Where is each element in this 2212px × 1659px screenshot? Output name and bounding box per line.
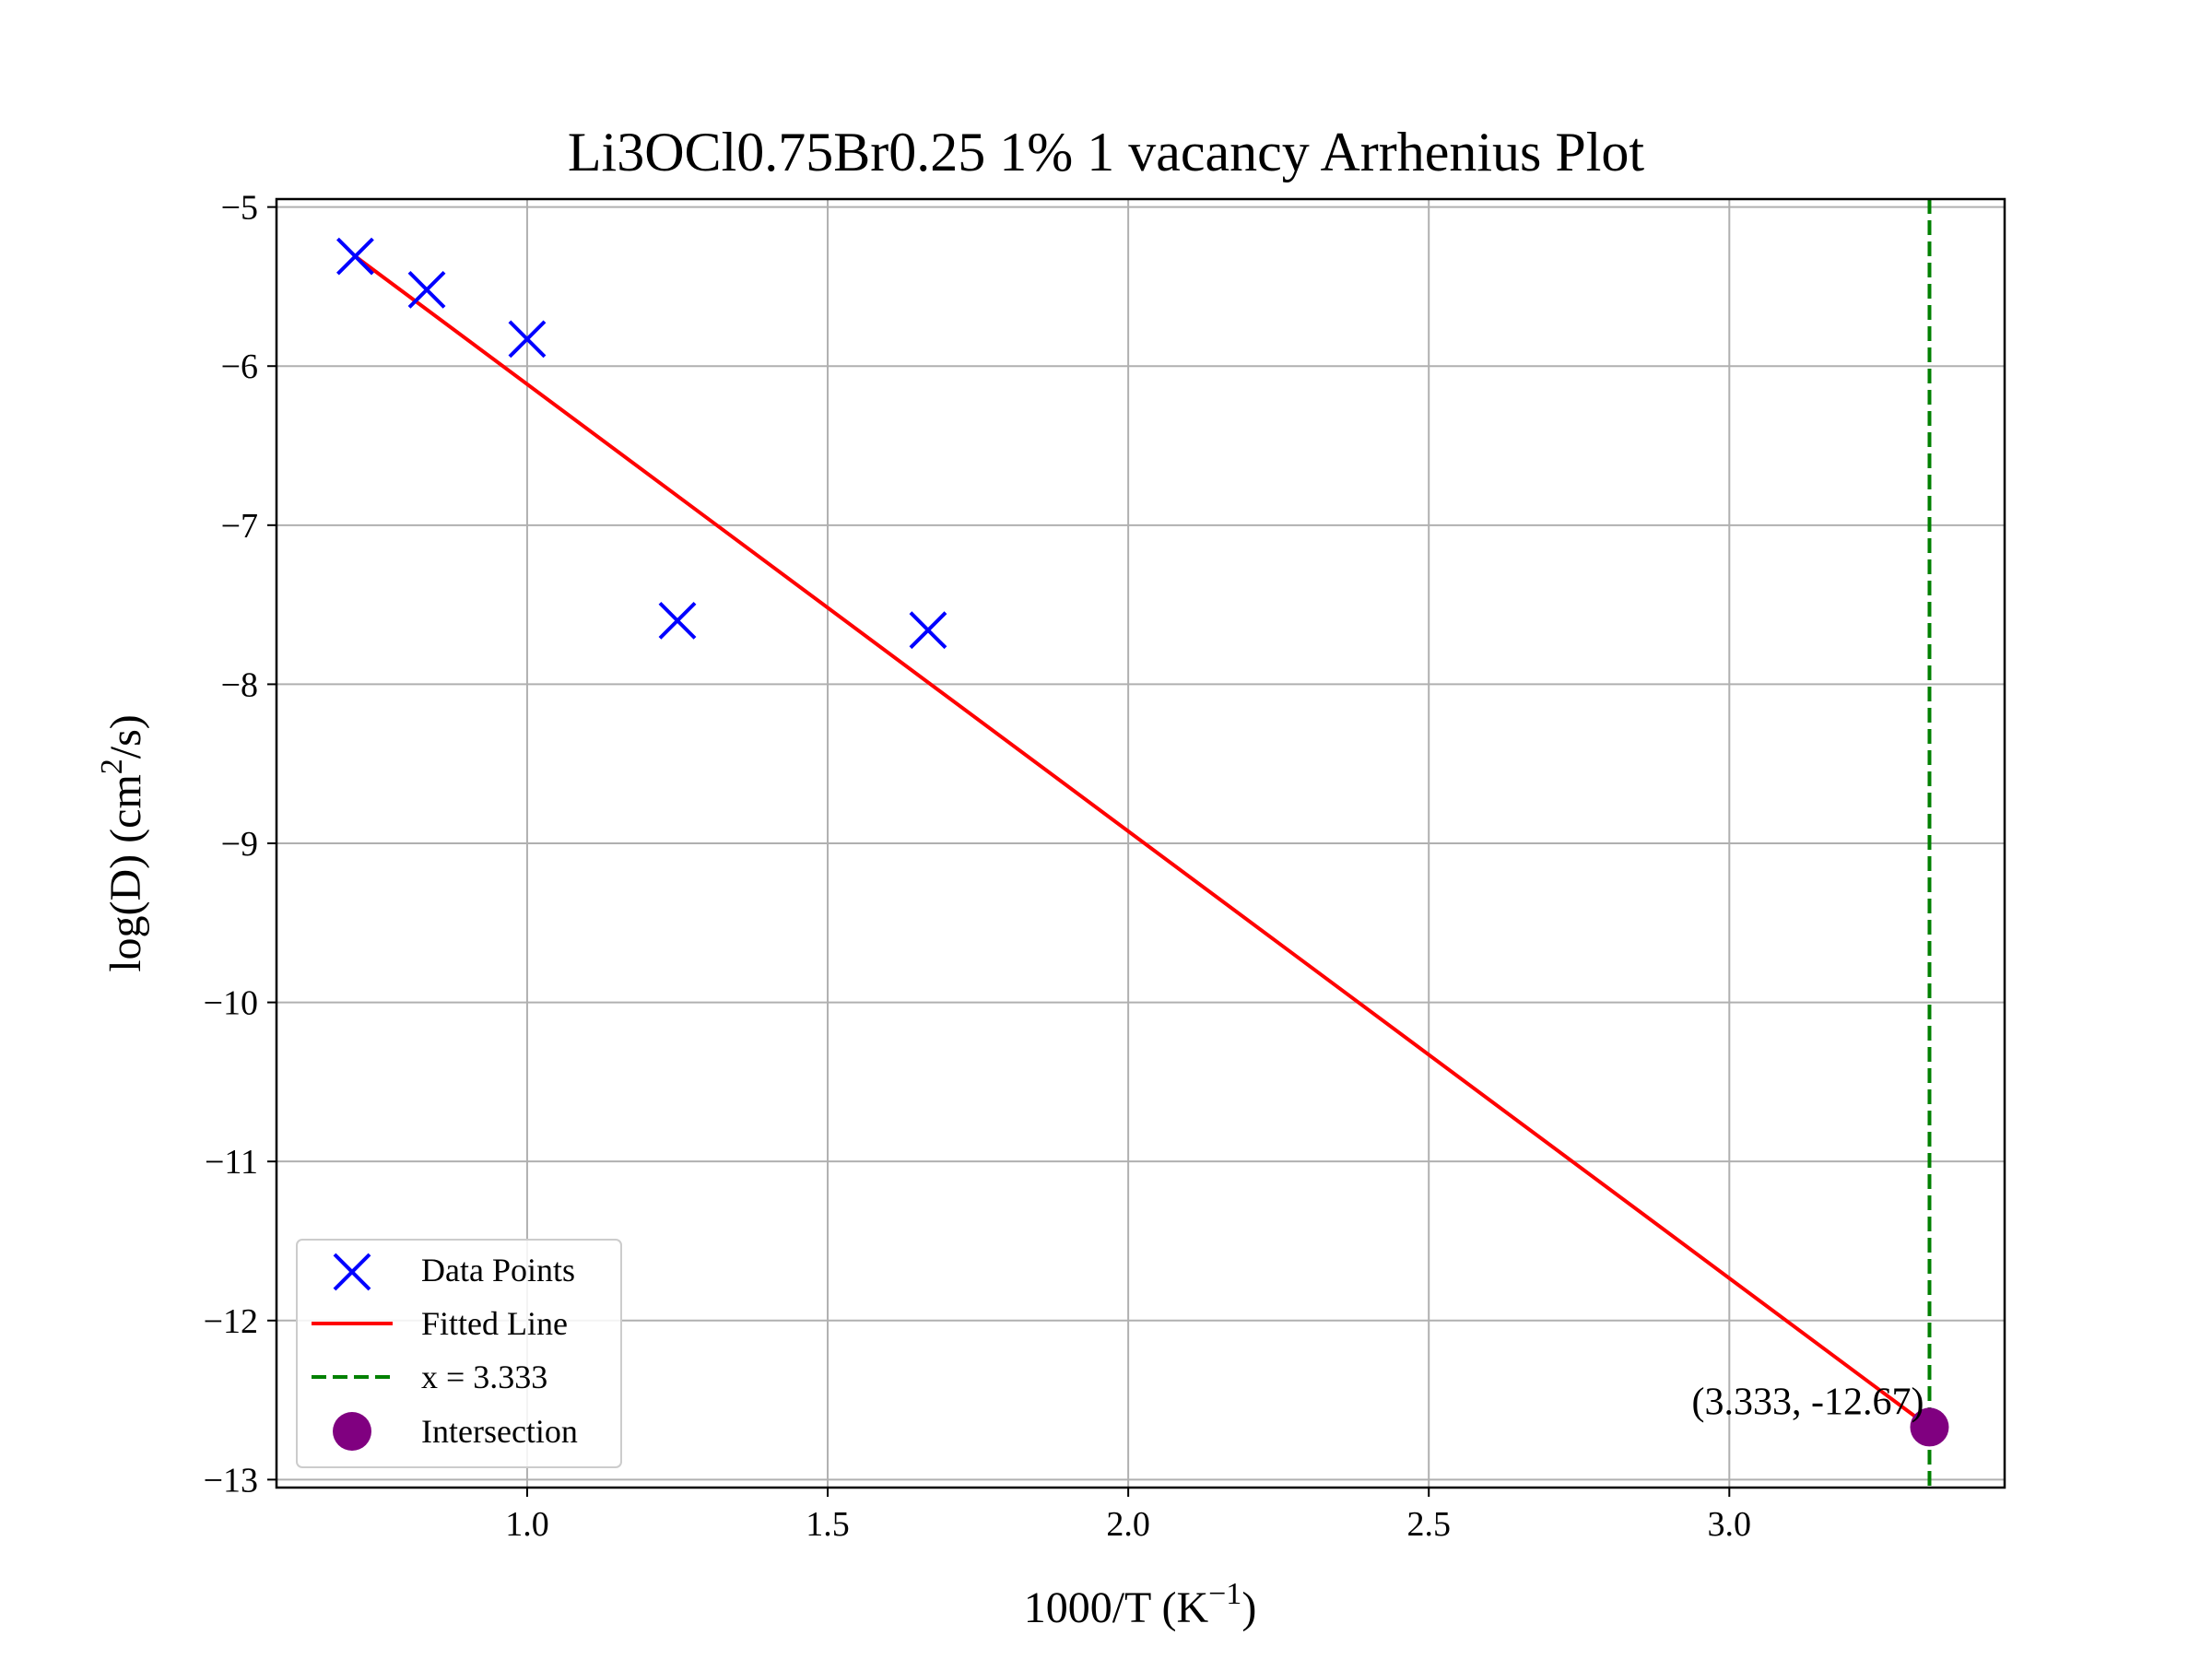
grid-lines <box>276 199 2005 1488</box>
legend-label-intersection: Intersection <box>421 1413 578 1450</box>
legend: Data Points Fitted Line x = 3.333 Inters… <box>296 1239 622 1468</box>
legend-purple-dot-icon <box>333 1412 371 1451</box>
data-point-marker <box>508 320 547 359</box>
legend-item-intersection: Intersection <box>333 1412 578 1451</box>
y-tick-label: −7 <box>221 507 258 546</box>
y-tick-label: −9 <box>221 825 258 864</box>
legend-label-vline: x = 3.333 <box>421 1359 547 1395</box>
x-tick-label: 2.0 <box>1106 1505 1150 1544</box>
y-tick-label: −8 <box>221 665 258 704</box>
legend-label-fitted-line: Fitted Line <box>421 1305 568 1342</box>
x-axis-label: 1000/T (K−1) <box>1024 1577 1257 1632</box>
fitted-line <box>354 254 1931 1430</box>
y-axis-label: log(D) (cm2/s) <box>95 714 150 972</box>
legend-frame <box>296 1239 622 1468</box>
y-tick-label: −6 <box>221 347 258 386</box>
legend-item-fitted-line: Fitted Line <box>312 1305 568 1342</box>
x-axis-ticks: 1.0 1.5 2.0 2.5 3.0 <box>505 1488 1751 1544</box>
legend-x-marker-icon <box>333 1253 371 1291</box>
data-point-marker <box>909 611 947 650</box>
legend-x-glyph <box>333 1253 371 1291</box>
data-point-marker <box>407 270 446 309</box>
y-tick-label: −13 <box>204 1461 258 1500</box>
y-axis-ticks: −5 −6 −7 −8 −9 −10 −11 −12 −13 <box>204 189 276 1500</box>
plot-area <box>336 199 1949 1488</box>
chart-title: Li3OCl0.75Br0.25 1% 1 vacancy Arrhenius … <box>568 122 1645 182</box>
intersection-point <box>1910 1407 1949 1447</box>
legend-item-vline: x = 3.333 <box>312 1359 547 1395</box>
legend-item-data-points: Data Points <box>333 1252 575 1291</box>
data-point-marker <box>658 601 697 640</box>
intersection-annotation: (3.333, -12.67) <box>1692 1381 1924 1423</box>
y-tick-label: −12 <box>204 1302 258 1341</box>
x-tick-label: 1.0 <box>505 1505 549 1544</box>
y-tick-label: −11 <box>205 1143 258 1182</box>
x-tick-label: 1.5 <box>806 1505 850 1544</box>
x-tick-label: 2.5 <box>1406 1505 1451 1544</box>
legend-label-data-points: Data Points <box>421 1252 575 1288</box>
y-tick-label: −10 <box>204 984 258 1023</box>
y-tick-label: −5 <box>221 189 258 228</box>
x-tick-label: 3.0 <box>1708 1505 1752 1544</box>
data-point-marker <box>336 237 374 276</box>
